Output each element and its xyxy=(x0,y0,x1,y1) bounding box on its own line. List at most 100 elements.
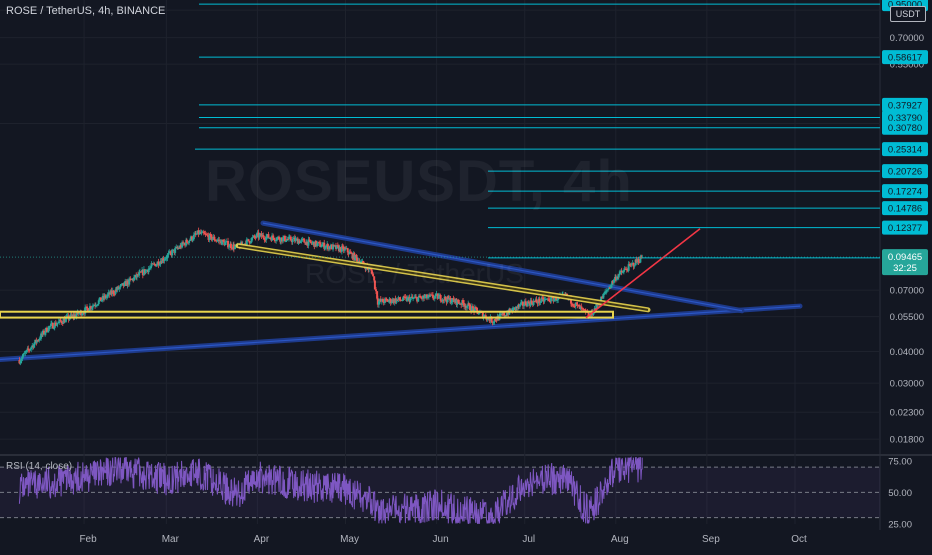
candle-body xyxy=(570,303,573,305)
candle-body xyxy=(329,244,332,249)
candle-body xyxy=(245,239,248,246)
candle-body xyxy=(549,301,552,303)
candle-body xyxy=(254,237,257,239)
rsi-tick-label: 75.00 xyxy=(888,456,912,467)
descending-resistance-line-core xyxy=(262,222,743,312)
candle-body xyxy=(176,247,179,249)
candle-body xyxy=(185,239,188,246)
candle-body xyxy=(262,235,265,238)
candle-body xyxy=(481,312,484,319)
candle-body xyxy=(273,237,276,241)
candle-body xyxy=(319,242,322,247)
candle-body xyxy=(627,264,630,271)
candle-body xyxy=(54,322,57,326)
candle-body xyxy=(295,238,298,240)
time-axis-label: Jun xyxy=(433,534,449,545)
candle-body xyxy=(109,290,112,295)
candle-body xyxy=(555,296,558,301)
candle-body xyxy=(224,242,227,246)
candle-body xyxy=(583,309,586,311)
level-label-box xyxy=(882,164,928,179)
candle-body xyxy=(412,298,415,300)
candle-body xyxy=(449,297,452,304)
candle-body xyxy=(349,251,352,253)
candle-body xyxy=(147,268,150,273)
candle-body xyxy=(403,296,406,298)
support-zone-box xyxy=(0,310,614,319)
candle-body xyxy=(394,298,397,303)
candle-body xyxy=(160,261,163,264)
candle-body xyxy=(211,238,214,240)
candle-body xyxy=(473,307,476,312)
candle-body xyxy=(101,295,104,300)
candle-body xyxy=(392,299,395,303)
candle-body xyxy=(624,268,627,270)
candle-body xyxy=(116,286,119,291)
candle-body xyxy=(45,327,48,333)
candle-body xyxy=(204,233,207,235)
candle-body xyxy=(172,249,175,251)
candle-body xyxy=(580,306,583,309)
candle-body xyxy=(50,323,53,325)
candle-body xyxy=(489,316,492,322)
candle-body xyxy=(411,296,414,299)
candle-body xyxy=(303,239,306,243)
candle-body xyxy=(31,345,34,348)
candle-body xyxy=(376,298,379,305)
candle-body xyxy=(52,328,55,330)
candle-body xyxy=(509,308,512,312)
candle-body xyxy=(130,278,133,280)
current-price-label: 0.09465 xyxy=(888,252,922,263)
candle-body xyxy=(253,235,256,238)
candle-body xyxy=(185,239,188,243)
candle-body xyxy=(469,304,472,311)
candle-body xyxy=(33,343,36,348)
descending-yellow-trendline-core xyxy=(237,244,649,311)
candle-body xyxy=(27,348,30,350)
candle-body xyxy=(523,301,526,306)
candle-body xyxy=(576,304,579,306)
candle-body xyxy=(194,233,197,235)
candle-body xyxy=(100,299,103,302)
candle-body xyxy=(510,309,513,312)
candle-body xyxy=(71,314,74,316)
candle-body xyxy=(121,283,124,285)
candle-body xyxy=(362,260,365,265)
candle-body xyxy=(529,300,532,306)
candle-body xyxy=(265,236,268,240)
candle-body xyxy=(532,301,535,305)
candle-body xyxy=(571,304,574,306)
candle-body xyxy=(357,260,360,262)
candle-body xyxy=(391,299,394,303)
candle-body xyxy=(322,242,325,245)
candle-body xyxy=(518,304,521,307)
candle-body xyxy=(584,309,587,312)
time-axis-label: May xyxy=(340,534,359,545)
candle-body xyxy=(283,235,286,242)
time-axis-label: Sep xyxy=(702,534,720,545)
candles-group xyxy=(18,227,644,366)
candle-body xyxy=(66,315,69,317)
currency-label[interactable]: USDT xyxy=(890,6,926,22)
candle-body xyxy=(604,291,607,294)
candle-body xyxy=(592,313,595,315)
candle-body xyxy=(500,313,503,315)
candle-body xyxy=(375,289,378,292)
candle-body xyxy=(39,338,42,340)
candle-body xyxy=(355,254,358,258)
candle-body xyxy=(556,299,559,301)
candle-body xyxy=(630,263,633,265)
candle-body xyxy=(610,285,613,288)
candle-body xyxy=(490,316,493,323)
candle-body xyxy=(53,322,56,329)
candle-body xyxy=(151,263,154,265)
candle-body xyxy=(138,272,141,276)
candle-body xyxy=(23,353,26,355)
candle-body xyxy=(422,295,425,299)
candle-body xyxy=(356,257,359,262)
candle-body xyxy=(520,302,523,304)
candle-body xyxy=(255,233,258,238)
